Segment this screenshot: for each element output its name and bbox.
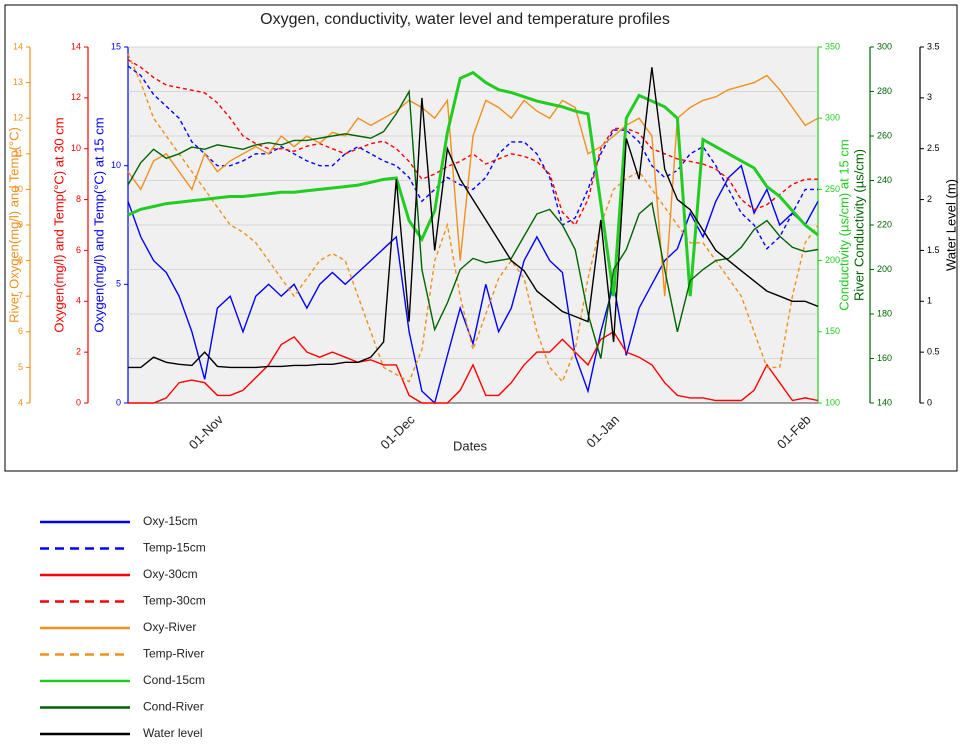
y-tick-label: 12	[71, 92, 81, 102]
y-tick-label: 14	[71, 41, 81, 51]
y-tick-label: 15	[111, 41, 121, 51]
y-tick-label: 1	[927, 296, 932, 306]
y-tick-label: 6	[18, 326, 23, 336]
y-tick-label: 3	[927, 92, 932, 102]
y-tick-label: 4	[76, 296, 81, 306]
legend-label: Oxy-15cm	[143, 514, 198, 528]
y-tick-label: 14	[13, 41, 23, 51]
y-axis-title: Oxygen(mg/l) and Temp(°C) at 15 cm	[91, 117, 106, 332]
y-tick-label: 2	[927, 194, 932, 204]
series-line	[127, 89, 819, 359]
y-tick-label: 260	[877, 130, 892, 140]
y-tick-label: 4	[18, 397, 23, 407]
chart-title: Oxygen, conductivity, water level and te…	[260, 11, 670, 28]
y-tick-label: 10	[71, 143, 81, 153]
legend-label: Temp-30cm	[143, 594, 206, 608]
y-tick-label: 0	[76, 397, 81, 407]
y-tick-label: 12	[13, 113, 23, 123]
series-line	[127, 65, 818, 250]
y-tick-label: 300	[877, 41, 892, 51]
series-line	[127, 74, 819, 297]
y-tick-label: 160	[877, 353, 892, 363]
y-tick-label: 140	[877, 397, 892, 407]
y-axis-title: Conductivity (µs/cm) at 15 cm	[836, 139, 851, 310]
y-tick-label: 0	[116, 397, 121, 407]
y-tick-label: 220	[877, 219, 892, 229]
series-line	[127, 164, 819, 405]
y-tick-label: 2.5	[927, 143, 940, 153]
legend-label: Water level	[143, 726, 203, 740]
y-tick-label: 0.5	[927, 347, 940, 357]
y-tick-label: 10	[13, 184, 23, 194]
x-axis-title: Dates	[453, 438, 487, 453]
series-line	[128, 67, 819, 369]
legend-label: Temp-15cm	[143, 541, 206, 555]
y-tick-label: 2	[76, 347, 81, 357]
y-tick-label: 3.5	[927, 41, 940, 51]
y-tick-label: 5	[18, 362, 23, 372]
series-line	[127, 53, 819, 383]
series-line	[128, 330, 819, 404]
y-tick-label: 0	[927, 397, 932, 407]
y-tick-label: 200	[825, 255, 840, 265]
legend-label: Cond-River	[143, 700, 204, 714]
y-tick-label: 200	[877, 264, 892, 274]
y-tick-label: 9	[18, 219, 23, 229]
y-tick-label: 11	[14, 148, 23, 158]
y-axis-title: River Conductivity (µs/cm)	[851, 149, 866, 301]
y-tick-label: 280	[877, 86, 892, 96]
y-tick-label: 100	[825, 397, 840, 407]
y-tick-label: 6	[76, 245, 81, 255]
y-axis-title: River Oxygen(mg/l) and Temp(°C)	[6, 127, 21, 323]
y-axis-title: Water Level (m)	[943, 179, 958, 271]
y-tick-label: 10	[111, 160, 121, 170]
series-line	[127, 70, 819, 297]
y-tick-label: 13	[13, 77, 23, 87]
y-tick-label: 7	[18, 291, 23, 301]
y-tick-label: 8	[76, 194, 81, 204]
series-line	[127, 59, 818, 227]
y-tick-label: 350	[825, 41, 840, 51]
legend-label: Temp-River	[143, 647, 204, 661]
y-tick-label: 5	[116, 279, 121, 289]
y-tick-label: 1.5	[927, 245, 940, 255]
legend-label: Oxy-30cm	[143, 567, 198, 581]
y-axis-title: Oxygen(mg/l) and Temp(°C) at 30 cm	[51, 117, 66, 332]
legend-label: Oxy-River	[143, 620, 196, 634]
y-tick-label: 8	[18, 255, 23, 265]
y-tick-label: 250	[825, 184, 840, 194]
y-tick-label: 240	[877, 175, 892, 185]
y-tick-label: 150	[825, 326, 840, 336]
legend-label: Cond-15cm	[143, 673, 205, 687]
y-tick-label: 300	[825, 113, 840, 123]
y-tick-label: 180	[877, 308, 892, 318]
